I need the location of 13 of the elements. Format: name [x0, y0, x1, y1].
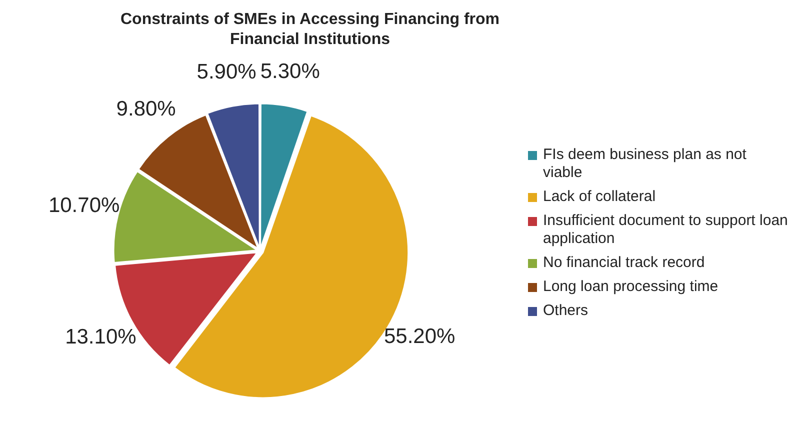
legend-label: No financial track record: [543, 254, 705, 272]
legend-label: Insufficient document to support loan application: [543, 212, 788, 248]
legend-label: FIs deem business plan as not viable: [543, 146, 748, 182]
data-label: 5.30%: [260, 60, 320, 83]
data-label: 55.20%: [384, 325, 456, 348]
legend-label: Others: [543, 302, 588, 320]
data-label: 13.10%: [65, 326, 136, 349]
data-label: 9.80%: [116, 98, 176, 121]
legend-label: Lack of collateral: [543, 188, 656, 206]
chart-title: Constraints of SMEs in Accessing Financing from Financial Institutions: [119, 10, 500, 50]
data-label: 10.70%: [48, 194, 120, 218]
legend-label: Long loan processing time: [543, 278, 718, 296]
data-label: 5.90%: [196, 60, 256, 84]
